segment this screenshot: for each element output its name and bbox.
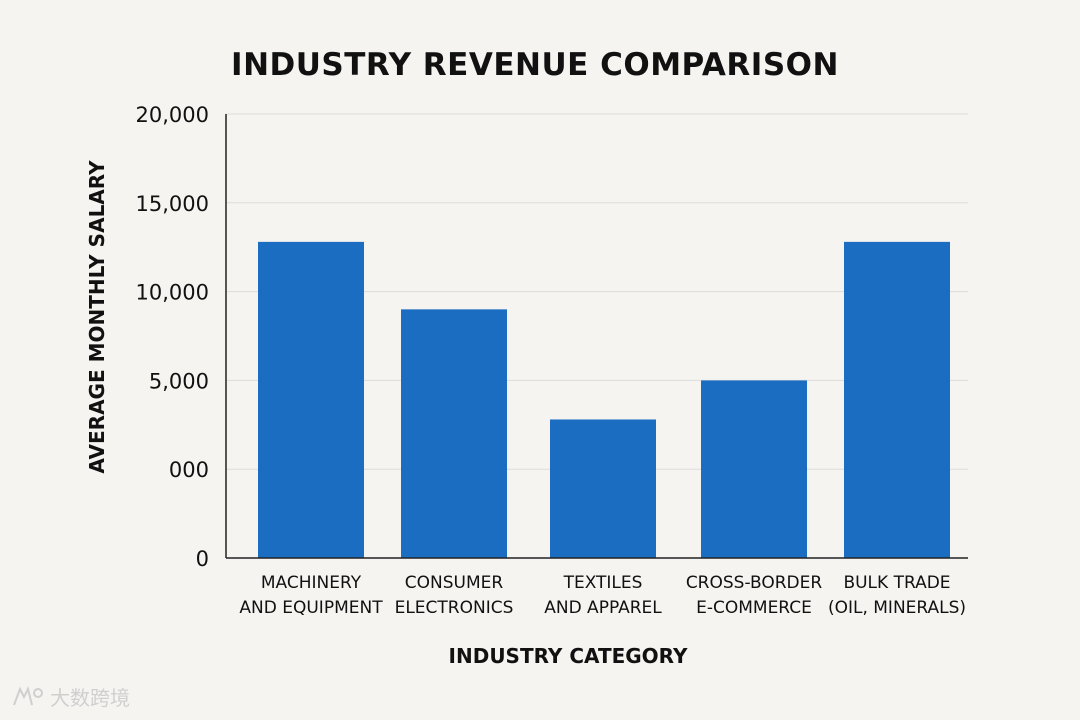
y-tick-label: 20,000 xyxy=(136,103,209,127)
y-tick-label: 000 xyxy=(169,458,209,482)
bars xyxy=(258,241,950,558)
brand-logo-icon xyxy=(13,685,43,705)
bar xyxy=(844,241,950,558)
x-tick-label: ELECTRONICS xyxy=(395,598,514,618)
x-tick-label: AND EQUIPMENT xyxy=(239,598,383,618)
watermark: 大数跨境 xyxy=(10,682,130,711)
x-tick-labels: MACHINERY AND EQUIPMENT CONSUMER ELECTRONIC… xyxy=(239,573,966,618)
bar xyxy=(550,419,656,558)
x-tick-label: BULK TRADE xyxy=(843,573,950,593)
x-tick-label: TEXTILES xyxy=(563,573,643,593)
x-tick-label: E-COMMERCE xyxy=(696,598,812,618)
x-tick-label: AND APPAREL xyxy=(544,598,662,618)
bar xyxy=(401,309,507,558)
x-tick-label: CONSUMER xyxy=(405,573,504,593)
x-tick-label: CROSS-BORDER xyxy=(686,573,823,593)
y-tick-label: 15,000 xyxy=(136,192,209,216)
y-tick-label: 10,000 xyxy=(136,281,209,305)
chart-title: INDUSTRY REVENUE COMPARISON xyxy=(231,47,839,83)
y-tick-label: 0 xyxy=(196,547,209,571)
y-tick-label: 5,000 xyxy=(149,369,209,393)
x-tick-label: MACHINERY xyxy=(261,573,362,593)
bar xyxy=(701,380,807,558)
y-axis-title: AVERAGE MONTHLY SALARY xyxy=(85,160,109,474)
x-axis-title: INDUSTRY CATEGORY xyxy=(449,644,688,668)
bar xyxy=(258,241,364,558)
x-tick-label: (OIL, MINERALS) xyxy=(828,598,966,618)
watermark-text: 大数跨境 xyxy=(50,686,130,710)
